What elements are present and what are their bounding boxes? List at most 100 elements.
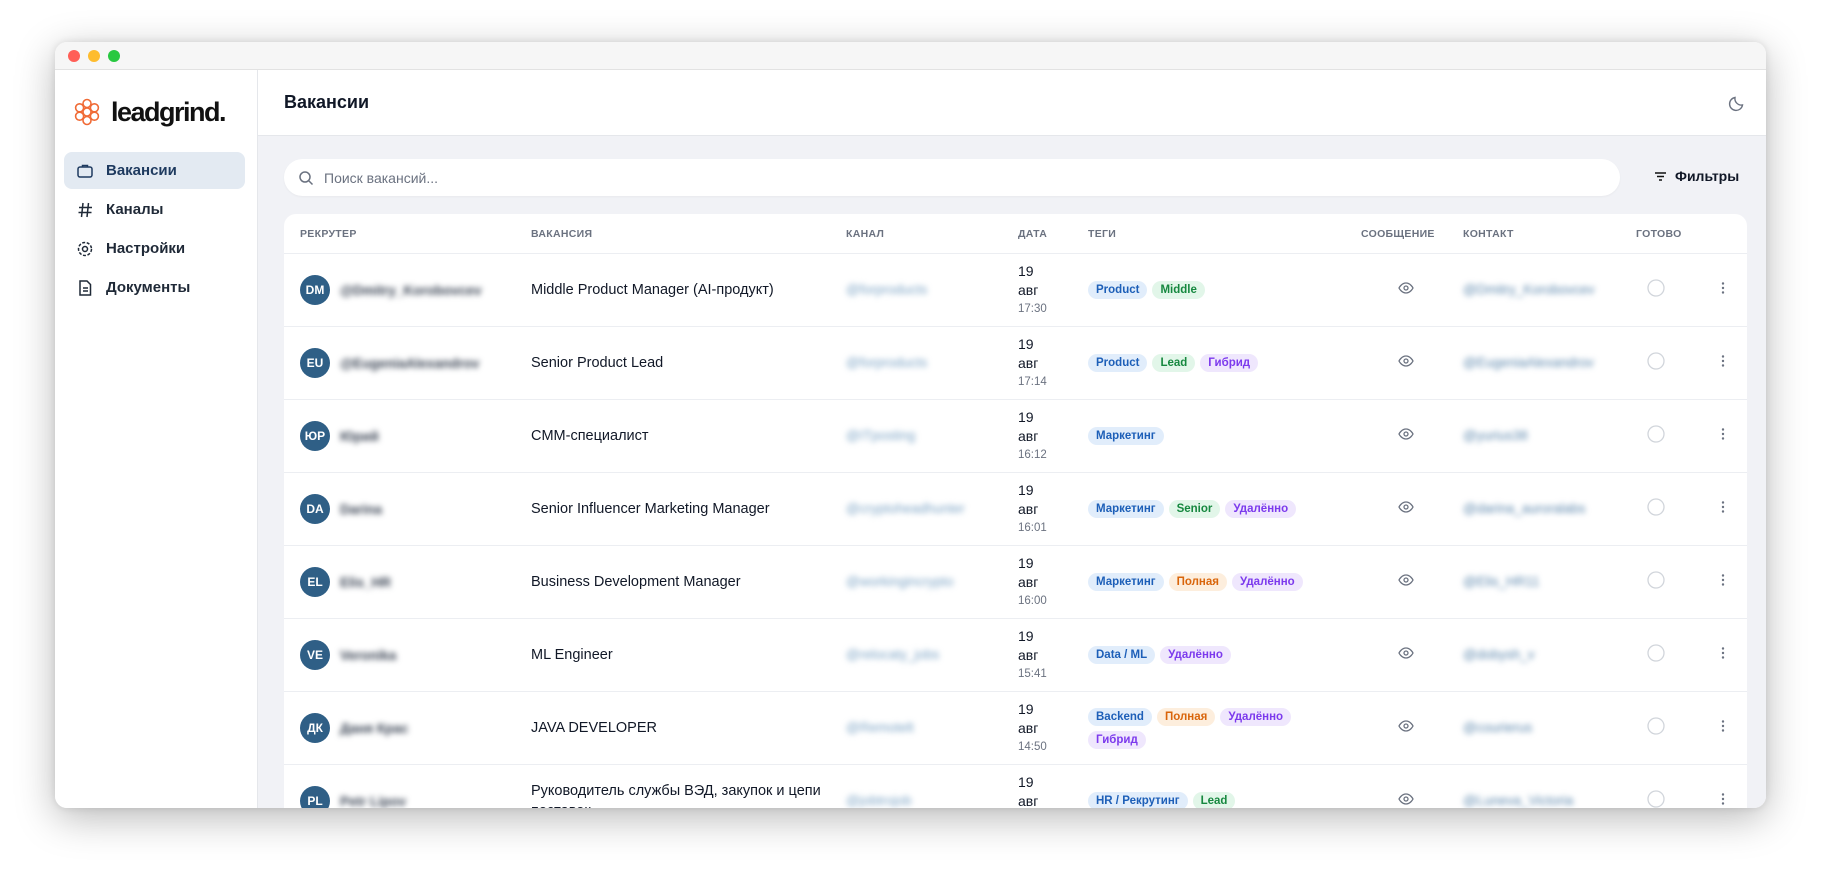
ready-checkbox[interactable] (1646, 643, 1666, 663)
column-header: КОНТАКТ (1463, 227, 1514, 240)
row-menu[interactable] (1720, 646, 1726, 660)
column-header: ТЕГИ (1088, 227, 1117, 240)
view-message-cell (1361, 353, 1463, 373)
page-title: Вакансии (284, 92, 370, 112)
recruiter-name: Darina (340, 501, 383, 517)
date-time: 14:50 (1018, 740, 1047, 753)
column-header: РЕКРУТЕР (300, 227, 357, 240)
table-row[interactable]: DM @Dmitry_Korobovcev Middle Product Manag… (284, 254, 1747, 327)
row-menu[interactable] (1720, 281, 1726, 295)
brand: leadgrind. (111, 96, 227, 127)
tags: Product Lead Гибрид (1088, 354, 1361, 372)
filter-icon (1655, 171, 1666, 181)
row-menu[interactable] (1720, 719, 1726, 733)
date-time: 17:14 (1018, 375, 1047, 388)
nav-label: Вакансии (106, 162, 177, 179)
table-row[interactable]: ДК Даня Крас JAVA DEVELOPER @Remotelt 19 авг 1… (284, 692, 1747, 765)
search-icon (299, 170, 314, 185)
avatar: VE (300, 640, 330, 670)
logo[interactable]: leadgrind. (71, 96, 227, 128)
row-menu[interactable] (1720, 792, 1726, 806)
nav-item[interactable]: Вакансии (64, 152, 245, 189)
date: 19 авг 16:12 (1018, 408, 1088, 465)
view-message[interactable] (1398, 426, 1414, 442)
column-header: КАНАЛ (846, 227, 885, 240)
view-message[interactable] (1398, 572, 1414, 588)
channel: @Remotelt (846, 720, 914, 735)
filters-button[interactable]: Фильтры (1653, 168, 1739, 184)
view-message[interactable] (1398, 791, 1414, 807)
ready-checkbox[interactable] (1646, 278, 1666, 298)
view-message[interactable] (1398, 353, 1414, 369)
table-row[interactable]: PL Petr Lipov Руководитель службы ВЭД, зак… (284, 765, 1747, 808)
date-time: 17:30 (1018, 302, 1047, 315)
ready-checkbox[interactable] (1646, 424, 1666, 444)
view-message[interactable] (1398, 718, 1414, 734)
maximize-button[interactable] (108, 50, 120, 62)
recruiter: VE Veronika (284, 640, 531, 670)
tag: Полная (1168, 573, 1227, 591)
date: 19 авг 16:00 (1018, 554, 1088, 611)
app-window: leadgrind. Вакансии Каналы Настройки Док… (55, 42, 1766, 808)
tag: Удалённо (1225, 500, 1297, 518)
ready-checkbox-cell (1636, 643, 1720, 667)
ready-checkbox[interactable] (1646, 351, 1666, 371)
tags: Маркетинг (1088, 427, 1361, 445)
view-message[interactable] (1398, 645, 1414, 661)
table-row[interactable]: EU @EugeniaAlexandrov Senior Product Lead @… (284, 327, 1747, 400)
recruiter-name: @EugeniaAlexandrov (340, 355, 480, 371)
avatar: PL (300, 786, 330, 808)
tag: Senior (1168, 500, 1221, 518)
recruiter: EU @EugeniaAlexandrov (284, 348, 531, 378)
minimize-button[interactable] (88, 50, 100, 62)
recruiter: ДК Даня Крас (284, 713, 531, 743)
ready-checkbox[interactable] (1646, 789, 1666, 808)
ready-checkbox[interactable] (1646, 570, 1666, 590)
theme-toggle[interactable] (1728, 94, 1746, 112)
vacancies-table: РЕКРУТЕР ВАКАНСИЯ КАНАЛ ДАТА ТЕГИ СООБЩЕНИЕ КО… (284, 214, 1747, 808)
channel-cell: @forproducts (846, 355, 1018, 371)
tag: Удалённо (1231, 573, 1303, 591)
tags: HR / Рекрутинг Lead (1088, 792, 1361, 808)
channel-cell: @workingincrypto (846, 574, 1018, 590)
table-row[interactable]: VE Veronika ML Engineer @relocaty_jobs 19 авг… (284, 619, 1747, 692)
tag: Гибрид (1200, 354, 1259, 372)
row-menu-cell (1720, 573, 1747, 591)
date-month: авг (1018, 573, 1039, 590)
avatar: DA (300, 494, 330, 524)
vacancy-title: Senior Product Lead (531, 355, 664, 371)
close-button[interactable] (68, 50, 80, 62)
table-row[interactable]: ЮР Юрий CMM-специалист @ITposting 19 авг 16:12… (284, 400, 1747, 473)
ready-checkbox[interactable] (1646, 497, 1666, 517)
table-row[interactable]: EL Elis_HR Business Development Manager @wo… (284, 546, 1747, 619)
nav-item[interactable]: Настройки (64, 230, 245, 267)
date-day: 19 (1018, 262, 1034, 279)
table-row[interactable]: DA Darina Senior Influencer Marketing Mana… (284, 473, 1747, 546)
nav-item[interactable]: Каналы (64, 191, 245, 228)
search-input[interactable]: Поиск вакансий... (284, 159, 1620, 196)
nav-icon (78, 202, 92, 217)
tag: Product (1088, 281, 1148, 299)
date: 19 авг 17:30 (1018, 262, 1088, 319)
ready-checkbox[interactable] (1646, 716, 1666, 736)
view-message[interactable] (1398, 499, 1414, 515)
nav-item[interactable]: Документы (64, 269, 245, 306)
date-day: 19 (1018, 408, 1034, 425)
row-menu[interactable] (1720, 573, 1726, 587)
row-menu-cell (1720, 500, 1747, 518)
date-day: 19 (1018, 554, 1034, 571)
contact: @Elis_HR11 (1463, 574, 1540, 589)
row-menu-cell (1720, 427, 1747, 445)
tag: Удалённо (1160, 646, 1231, 664)
avatar: ДК (300, 713, 330, 743)
header: Вакансии (258, 70, 1766, 136)
column-header: ДАТА (1018, 227, 1048, 240)
contact-cell: @dobysh_v (1463, 647, 1636, 663)
row-menu[interactable] (1720, 354, 1726, 368)
row-menu[interactable] (1720, 500, 1726, 514)
date: 19 авг 15:41 (1018, 627, 1088, 684)
channel: @ITposting (846, 428, 916, 443)
view-message[interactable] (1398, 280, 1414, 296)
row-menu[interactable] (1720, 427, 1726, 441)
